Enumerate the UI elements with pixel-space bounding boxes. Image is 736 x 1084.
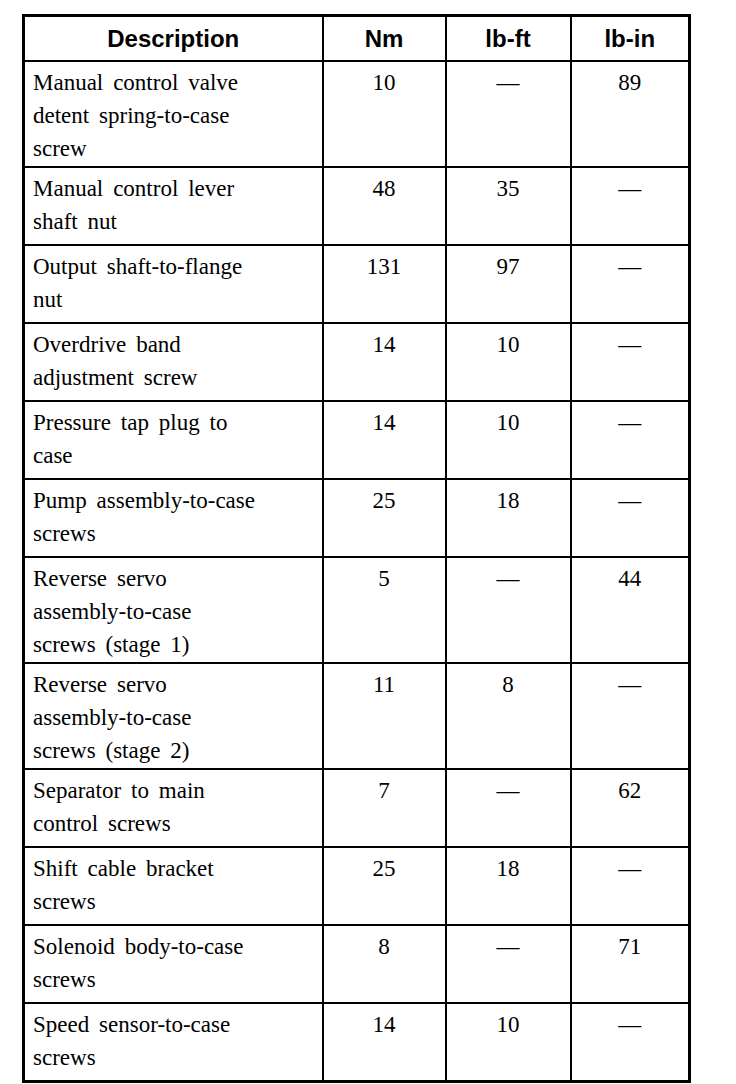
nm-cell: 131 [323,245,446,323]
torque-spec-table: Description Nm lb-ft lb-in Manual contro… [22,14,691,1083]
description-cell: Reverse servo assembly-to-case screws (s… [24,663,323,769]
lbft-cell: 10 [446,323,571,401]
lbin-cell: 71 [571,925,690,1003]
column-header-lb-in: lb-in [571,16,690,62]
description-cell: Shift cable bracket screws [24,847,323,925]
lbin-cell: — [571,663,690,769]
column-header-lb-ft: lb-ft [446,16,571,62]
description-cell: Solenoid body-to-case screws [24,925,323,1003]
lbft-cell: — [446,769,571,847]
table-row: Manual control lever shaft nut 48 35 — [24,167,690,245]
column-header-description: Description [24,16,323,62]
nm-cell: 10 [323,61,446,167]
lbin-cell: — [571,401,690,479]
table-row: Reverse servo assembly-to-case screws (s… [24,557,690,663]
table-row: Pressure tap plug to case 14 10 — [24,401,690,479]
description-cell: Pump assembly-to-case screws [24,479,323,557]
lbft-cell: 18 [446,479,571,557]
nm-cell: 14 [323,323,446,401]
table-row: Shift cable bracket screws 25 18 — [24,847,690,925]
table-row: Overdrive band adjustment screw 14 10 — [24,323,690,401]
lbin-cell: — [571,847,690,925]
lbin-cell: — [571,323,690,401]
lbin-cell: 89 [571,61,690,167]
nm-cell: 14 [323,401,446,479]
lbin-cell: — [571,479,690,557]
nm-cell: 25 [323,479,446,557]
nm-cell: 11 [323,663,446,769]
lbft-cell: — [446,557,571,663]
nm-cell: 48 [323,167,446,245]
lbin-cell: — [571,1003,690,1082]
description-cell: Manual control valve detent spring-to-ca… [24,61,323,167]
nm-cell: 5 [323,557,446,663]
lbft-cell: 18 [446,847,571,925]
lbft-cell: 10 [446,401,571,479]
description-cell: Overdrive band adjustment screw [24,323,323,401]
column-header-nm: Nm [323,16,446,62]
lbin-cell: — [571,245,690,323]
lbft-cell: — [446,925,571,1003]
nm-cell: 14 [323,1003,446,1082]
description-cell: Pressure tap plug to case [24,401,323,479]
nm-cell: 7 [323,769,446,847]
table-row: Reverse servo assembly-to-case screws (s… [24,663,690,769]
lbft-cell: 35 [446,167,571,245]
table-header-row: Description Nm lb-ft lb-in [24,16,690,62]
lbft-cell: 10 [446,1003,571,1082]
lbin-cell: 62 [571,769,690,847]
table-row: Speed sensor-to-case screws 14 10 — [24,1003,690,1082]
lbin-cell: 44 [571,557,690,663]
table-row: Manual control valve detent spring-to-ca… [24,61,690,167]
nm-cell: 25 [323,847,446,925]
description-cell: Speed sensor-to-case screws [24,1003,323,1082]
table-row: Output shaft-to-flange nut 131 97 — [24,245,690,323]
lbft-cell: 8 [446,663,571,769]
table-row: Solenoid body-to-case screws 8 — 71 [24,925,690,1003]
lbin-cell: — [571,167,690,245]
description-cell: Manual control lever shaft nut [24,167,323,245]
table-row: Pump assembly-to-case screws 25 18 — [24,479,690,557]
description-cell: Output shaft-to-flange nut [24,245,323,323]
torque-table-body: Manual control valve detent spring-to-ca… [24,61,690,1082]
table-row: Separator to main control screws 7 — 62 [24,769,690,847]
lbft-cell: 97 [446,245,571,323]
description-cell: Separator to main control screws [24,769,323,847]
lbft-cell: — [446,61,571,167]
nm-cell: 8 [323,925,446,1003]
description-cell: Reverse servo assembly-to-case screws (s… [24,557,323,663]
